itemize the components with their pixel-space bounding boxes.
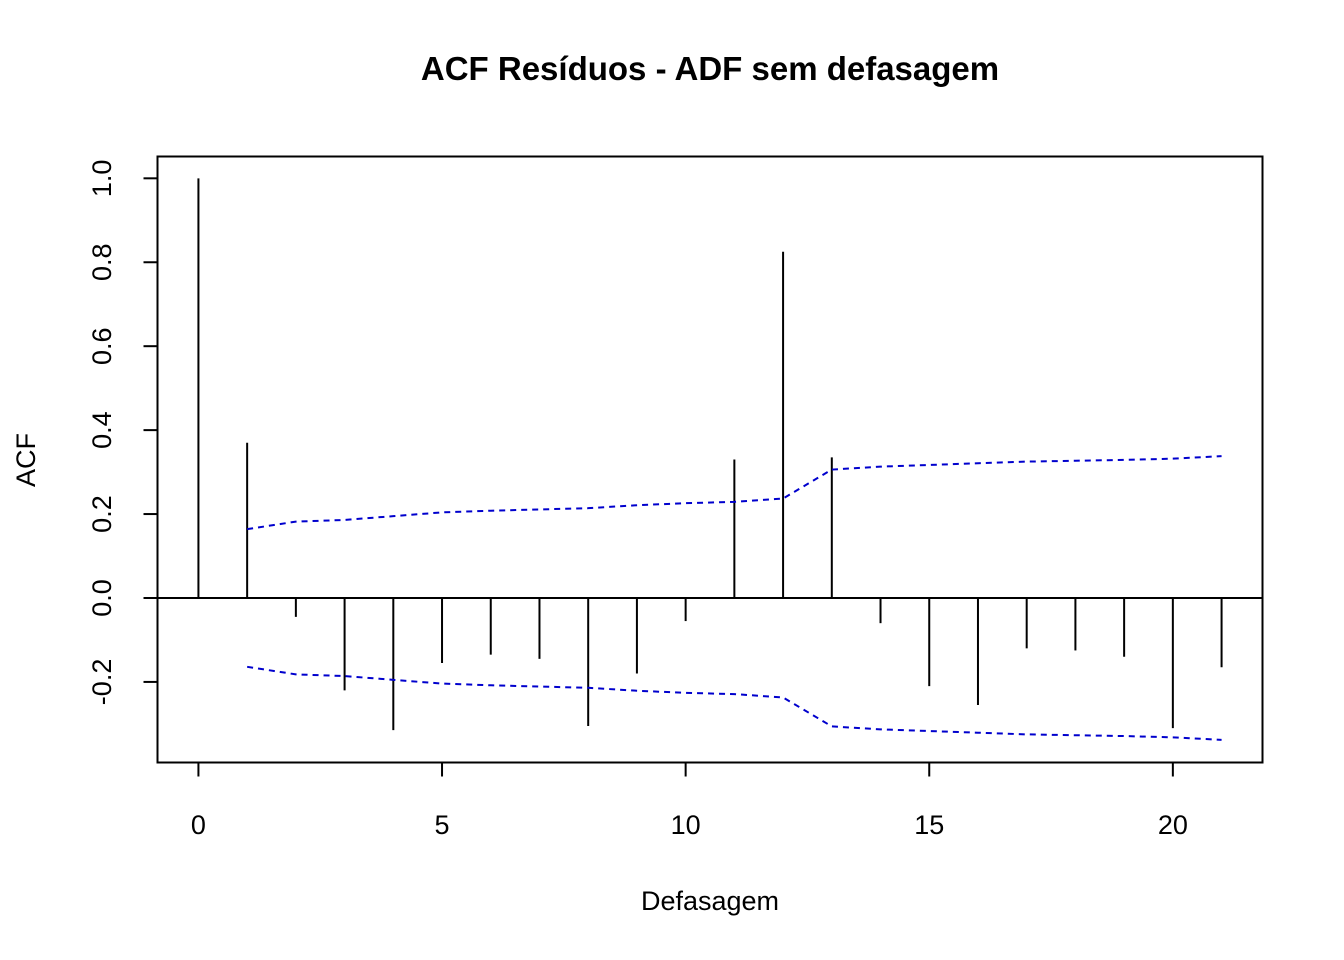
- y-tick-label-0: -0.2: [87, 659, 117, 706]
- y-tick-label-6: 1.0: [87, 160, 117, 198]
- x-tick-label-15: 15: [914, 810, 944, 840]
- x-tick-label-5: 5: [435, 810, 450, 840]
- y-tick-label-1: 0.0: [87, 579, 117, 617]
- y-axis-label: ACF: [11, 433, 41, 487]
- chart-title: ACF Resíduos - ADF sem defasagem: [421, 50, 999, 87]
- y-axis: -0.2 0.0 0.2 0.4 0.6 0.8 1.0: [87, 160, 159, 706]
- x-axis: 0 5 10 15 20: [191, 761, 1188, 840]
- y-tick-label-4: 0.6: [87, 327, 117, 365]
- confidence-band-lower: [246, 665, 1222, 741]
- y-tick-label-2: 0.2: [87, 495, 117, 533]
- x-axis-label: Defasagem: [641, 886, 779, 916]
- y-tick-label-3: 0.4: [87, 411, 117, 449]
- confidence-bands: [246, 455, 1222, 741]
- x-tick-label-10: 10: [671, 810, 701, 840]
- acf-bars: [157, 178, 1263, 731]
- x-tick-label-20: 20: [1158, 810, 1188, 840]
- x-tick-label-0: 0: [191, 810, 206, 840]
- confidence-band-upper: [246, 455, 1222, 531]
- y-tick-label-5: 0.8: [87, 243, 117, 281]
